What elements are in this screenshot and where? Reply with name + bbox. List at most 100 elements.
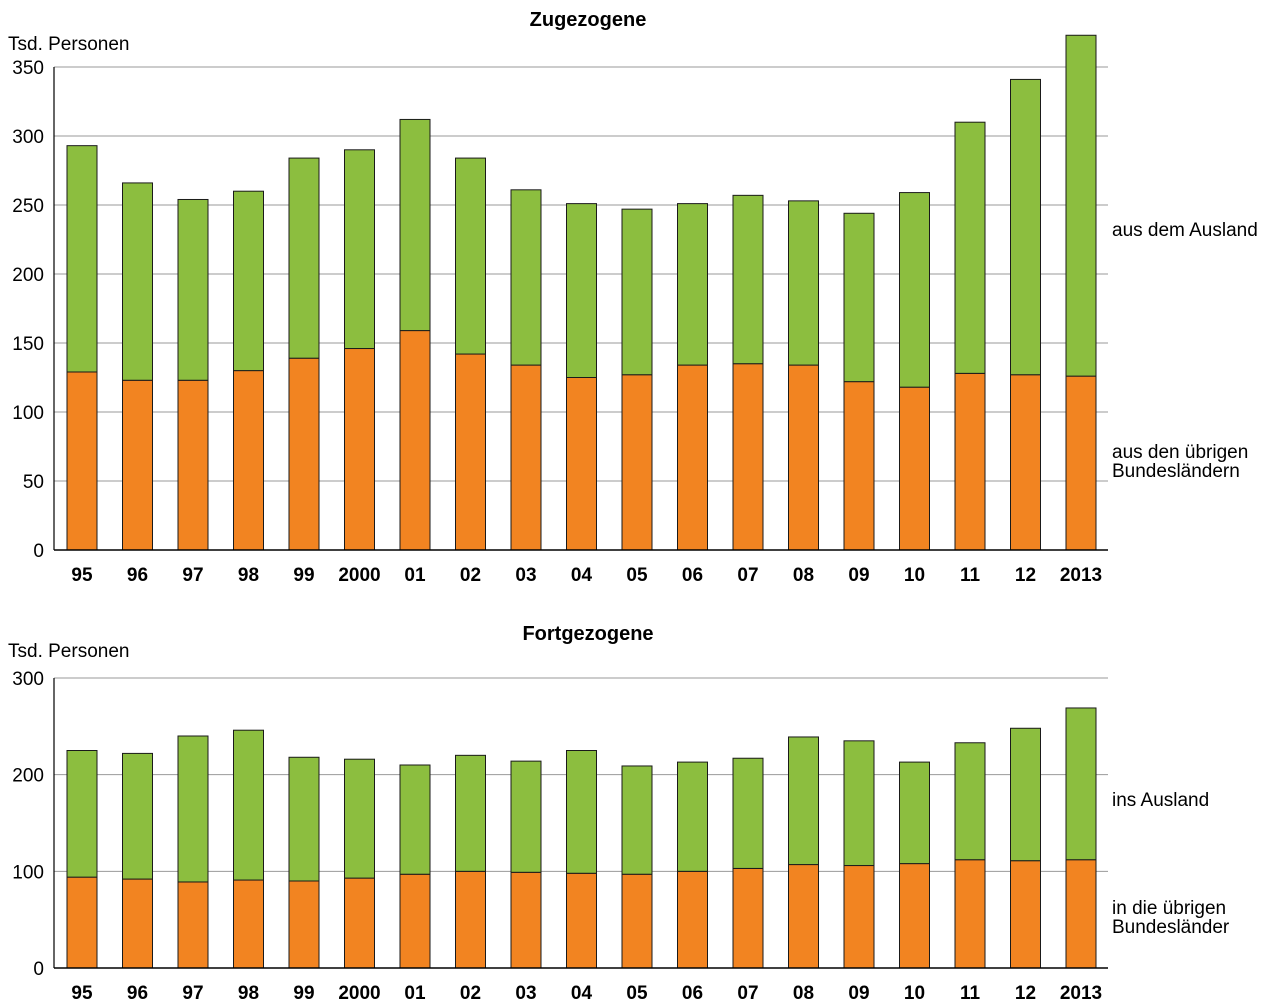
x-tick-top-11: 11 bbox=[960, 565, 981, 586]
chart-title-bottom: Fortgezogene bbox=[522, 623, 653, 645]
x-tick-top-10: 10 bbox=[904, 565, 925, 586]
bar-bottom-foreign-12 bbox=[1010, 727, 1041, 862]
x-tick-bottom-95: 95 bbox=[71, 983, 93, 1003]
bar-bottom-domestic-07 bbox=[732, 867, 764, 969]
bar-bottom-domestic-03 bbox=[510, 871, 542, 969]
bar-bottom-foreign-96 bbox=[122, 752, 153, 880]
bar-bottom-domestic-98 bbox=[233, 879, 264, 969]
bar-top-domestic-07 bbox=[732, 363, 764, 551]
bar-bottom-foreign-97 bbox=[177, 735, 209, 883]
bar-bottom-domestic-2013 bbox=[1065, 859, 1097, 969]
bar-bottom-foreign-01 bbox=[399, 764, 431, 875]
bar-top-domestic-99 bbox=[288, 357, 320, 551]
x-tick-bottom-2013: 2013 bbox=[1060, 983, 1102, 1003]
bar-top-foreign-03 bbox=[510, 189, 542, 366]
bar-top-foreign-06 bbox=[677, 203, 708, 366]
bar-top-domestic-96 bbox=[122, 379, 153, 551]
y-tick-top-150: 150 bbox=[12, 334, 44, 355]
y-tick-top-300: 300 bbox=[12, 127, 44, 148]
x-tick-top-04: 04 bbox=[571, 565, 593, 586]
bar-top-foreign-97 bbox=[177, 198, 209, 381]
x-tick-top-2000: 2000 bbox=[338, 565, 380, 586]
x-tick-bottom-01: 01 bbox=[404, 983, 426, 1003]
x-tick-bottom-98: 98 bbox=[238, 983, 259, 1003]
bar-bottom-domestic-2000 bbox=[344, 877, 375, 969]
bar-bottom-foreign-08 bbox=[788, 736, 819, 866]
bar-top-domestic-95 bbox=[66, 371, 98, 551]
x-tick-bottom-10: 10 bbox=[904, 983, 925, 1003]
bar-bottom-foreign-98 bbox=[233, 729, 264, 881]
bar-top-foreign-99 bbox=[288, 157, 320, 359]
bar-bottom-foreign-10 bbox=[899, 761, 930, 865]
bar-top-domestic-08 bbox=[788, 364, 819, 551]
bar-top-domestic-10 bbox=[899, 386, 930, 551]
bar-bottom-domestic-95 bbox=[66, 876, 98, 969]
x-tick-bottom-2000: 2000 bbox=[338, 983, 380, 1003]
x-tick-bottom-97: 97 bbox=[182, 983, 203, 1003]
y-tick-top-100: 100 bbox=[12, 403, 44, 424]
bar-top-domestic-2013 bbox=[1065, 375, 1097, 551]
bar-bottom-foreign-02 bbox=[455, 754, 486, 872]
bar-top-foreign-11 bbox=[954, 121, 986, 374]
x-tick-bottom-02: 02 bbox=[460, 983, 481, 1003]
x-tick-top-99: 99 bbox=[293, 565, 314, 586]
y-tick-bottom-100: 100 bbox=[12, 862, 44, 883]
bar-bottom-domestic-06 bbox=[677, 870, 708, 969]
bar-bottom-domestic-96 bbox=[122, 878, 153, 969]
bar-bottom-foreign-95 bbox=[66, 750, 98, 878]
x-tick-top-08: 08 bbox=[793, 565, 814, 586]
x-tick-bottom-96: 96 bbox=[127, 983, 148, 1003]
bar-top-domestic-06 bbox=[677, 364, 708, 551]
series-label-bottom-domestic-line2: Bundesländer bbox=[1112, 917, 1230, 938]
x-tick-bottom-03: 03 bbox=[515, 983, 536, 1003]
x-tick-top-96: 96 bbox=[127, 565, 148, 586]
bar-bottom-domestic-08 bbox=[788, 864, 819, 969]
bar-bottom-foreign-11 bbox=[954, 742, 986, 861]
bar-bottom-foreign-03 bbox=[510, 760, 542, 873]
x-tick-top-05: 05 bbox=[626, 565, 648, 586]
bar-bottom-domestic-01 bbox=[399, 873, 431, 969]
y-tick-top-0: 0 bbox=[33, 541, 44, 562]
bar-top-foreign-98 bbox=[233, 190, 264, 372]
x-tick-bottom-11: 11 bbox=[960, 983, 981, 1003]
x-tick-top-06: 06 bbox=[682, 565, 703, 586]
x-tick-bottom-09: 09 bbox=[848, 983, 869, 1003]
bar-bottom-foreign-99 bbox=[288, 756, 320, 882]
bar-top-domestic-11 bbox=[954, 372, 986, 551]
bar-top-foreign-96 bbox=[122, 182, 153, 381]
bar-top-foreign-04 bbox=[566, 203, 597, 378]
bar-bottom-domestic-12 bbox=[1010, 860, 1041, 969]
x-tick-top-09: 09 bbox=[848, 565, 869, 586]
y-tick-top-200: 200 bbox=[12, 265, 44, 286]
x-tick-bottom-08: 08 bbox=[793, 983, 814, 1003]
bar-top-domestic-09 bbox=[843, 381, 875, 551]
y-tick-bottom-300: 300 bbox=[12, 669, 44, 690]
bar-bottom-domestic-97 bbox=[177, 881, 209, 969]
bar-bottom-foreign-04 bbox=[566, 750, 597, 874]
bar-bottom-domestic-05 bbox=[621, 873, 653, 969]
y-tick-top-50: 50 bbox=[23, 472, 44, 493]
y-axis-label-bottom: Tsd. Personen bbox=[8, 641, 129, 662]
bar-top-foreign-2000 bbox=[344, 149, 375, 350]
bar-top-domestic-03 bbox=[510, 364, 542, 551]
bar-top-foreign-12 bbox=[1010, 78, 1041, 376]
bar-top-foreign-95 bbox=[66, 145, 98, 373]
x-tick-bottom-07: 07 bbox=[737, 983, 758, 1003]
bar-bottom-foreign-07 bbox=[732, 757, 764, 869]
bar-top-foreign-01 bbox=[399, 118, 431, 332]
bar-bottom-foreign-09 bbox=[843, 740, 875, 867]
series-label-bottom-domestic-line1: in die übrigen bbox=[1112, 898, 1226, 919]
x-tick-top-07: 07 bbox=[737, 565, 758, 586]
x-tick-bottom-05: 05 bbox=[626, 983, 648, 1003]
bar-bottom-foreign-06 bbox=[677, 761, 708, 872]
x-tick-top-2013: 2013 bbox=[1060, 565, 1102, 586]
bar-top-domestic-97 bbox=[177, 379, 209, 551]
bar-bottom-domestic-02 bbox=[455, 870, 486, 969]
bar-top-foreign-10 bbox=[899, 192, 930, 388]
bar-top-foreign-07 bbox=[732, 194, 764, 365]
bar-bottom-domestic-04 bbox=[566, 872, 597, 969]
chart-bottom-plot: 0 100 200 300 95 96 97 98 99 2000 01 02 03 04 05 06 07 08… bbox=[12, 669, 1108, 1003]
